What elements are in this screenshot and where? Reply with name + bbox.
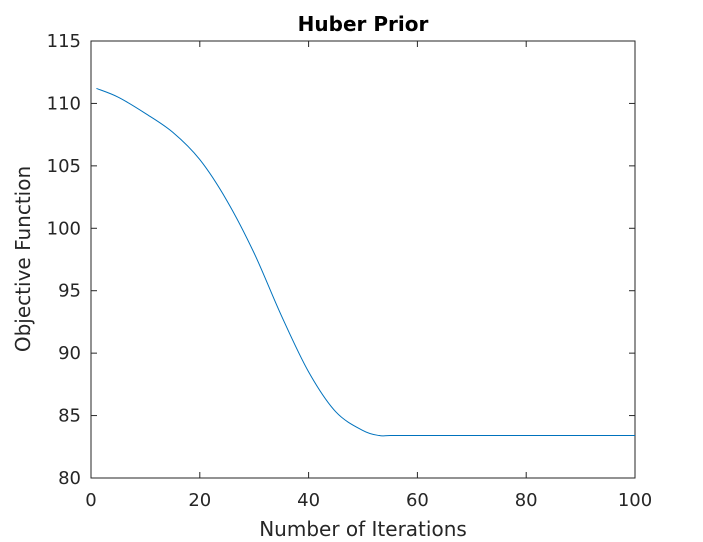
y-tick-label: 105 <box>47 156 81 177</box>
chart-title: Huber Prior <box>298 12 429 36</box>
y-tick-label: 85 <box>58 406 81 427</box>
y-axis-ticks: 80 85 90 95 100 105 110 115 <box>47 31 635 489</box>
x-tick-label: 0 <box>85 490 96 511</box>
plot-area <box>90 40 636 479</box>
x-tick-label: 20 <box>188 490 211 511</box>
y-tick-label: 95 <box>58 281 81 302</box>
y-tick-label: 110 <box>47 93 81 114</box>
y-tick-label: 115 <box>47 31 81 52</box>
series-layer <box>96 87 635 437</box>
x-tick-label: 60 <box>406 490 429 511</box>
x-axis-label: Number of Iterations <box>259 517 467 541</box>
y-axis-label: Objective Function <box>11 166 35 352</box>
x-tick-label: 80 <box>515 490 538 511</box>
x-tick-label: 40 <box>297 490 320 511</box>
x-tick-label: 100 <box>618 490 652 511</box>
series-line <box>96 87 635 437</box>
y-tick-label: 100 <box>47 218 81 239</box>
y-tick-label: 90 <box>58 343 81 364</box>
x-axis-ticks: 0 20 40 60 80 100 <box>85 41 652 511</box>
y-tick-label: 80 <box>58 468 81 489</box>
